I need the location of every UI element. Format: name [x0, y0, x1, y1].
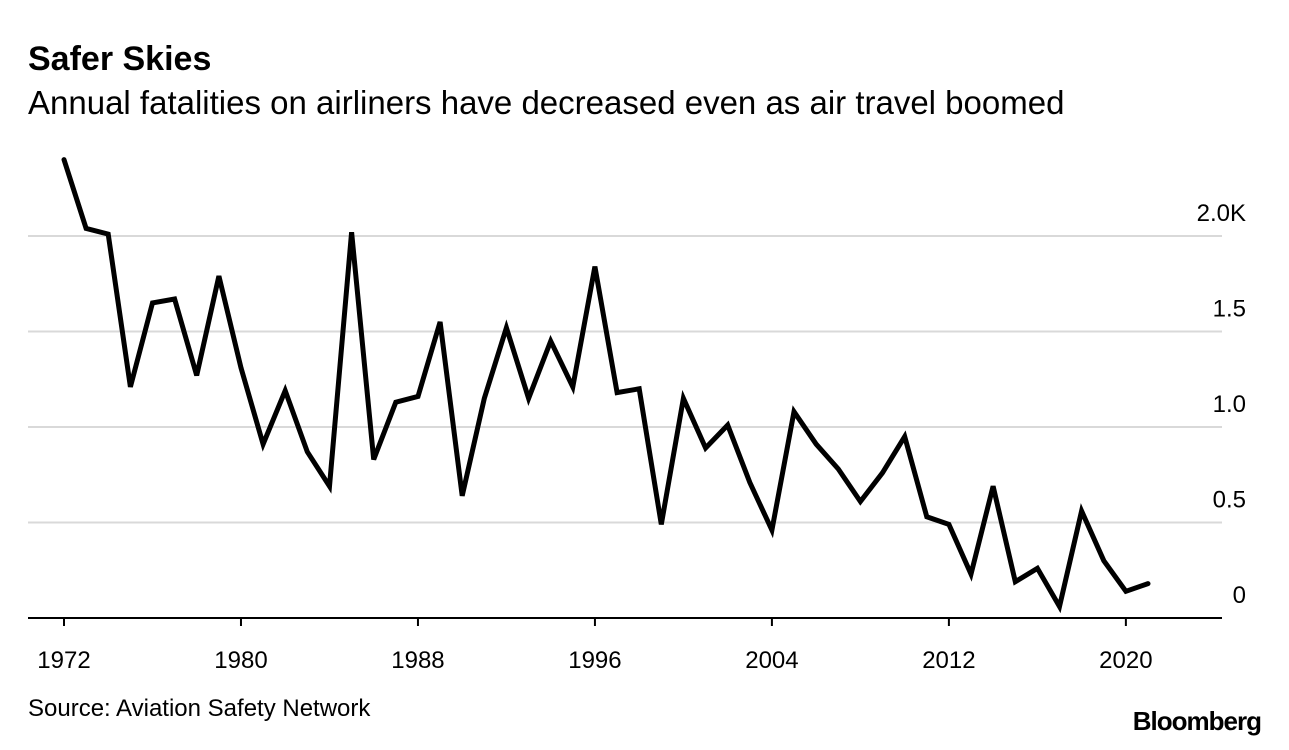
- y-tick-label: 1.5: [1213, 296, 1246, 323]
- y-tick-label: 2.0K: [1197, 200, 1246, 227]
- y-axis-labels: 0 0.5 1.0 1.5 2.0K: [1197, 200, 1246, 609]
- source-note: Source: Aviation Safety Network: [28, 695, 371, 722]
- y-tick-label: 0: [1233, 582, 1246, 609]
- chart-title: Safer Skies: [28, 40, 212, 78]
- bloomberg-logo: Bloomberg: [1132, 706, 1262, 736]
- x-tick-label: 1996: [568, 647, 621, 674]
- x-tick-label: 1980: [214, 647, 267, 674]
- series: [61, 157, 1151, 614]
- chart-subtitle: Annual fatalities on airliners have decr…: [28, 84, 1065, 121]
- x-tick-label: 2012: [922, 647, 975, 674]
- x-axis: 1972 1980 1988 1996 2004 2012 2020: [28, 617, 1222, 674]
- x-tick-label: 2004: [745, 647, 798, 674]
- x-tick-label: 1972: [37, 647, 90, 674]
- y-tick-label: 1.0: [1213, 391, 1246, 418]
- y-tick-label: 0.5: [1213, 487, 1246, 514]
- gridlines: [28, 235, 1222, 524]
- x-tick-label: 2020: [1099, 647, 1152, 674]
- x-tick-label: 1988: [391, 647, 444, 674]
- line-chart: 1972 1980 1988 1996 2004 2012 2020 0 0.5 1.0 1.5 2…: [28, 157, 1246, 674]
- series-line-annual-fatalities: [61, 157, 1151, 614]
